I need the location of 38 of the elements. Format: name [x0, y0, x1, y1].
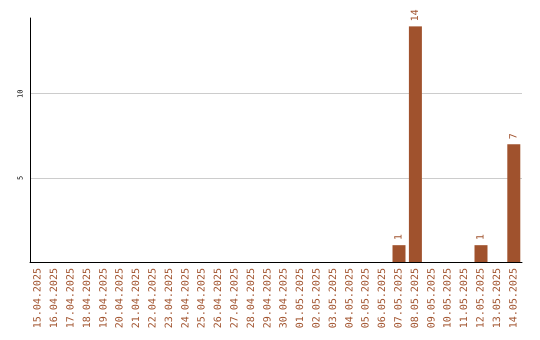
x-tick-label: 21.04.2025	[131, 268, 142, 328]
x-tick-label: 15.04.2025	[32, 268, 44, 328]
x-tick-label: 17.04.2025	[66, 268, 76, 328]
x-tick-label: 29.04.2025	[262, 268, 274, 328]
x-tick-label: 02.05.2025	[312, 268, 322, 328]
x-tick-label: 16.04.2025	[49, 268, 60, 328]
x-tick-label: 20.04.2025	[114, 268, 126, 328]
data-label: 1	[394, 234, 404, 240]
x-tick-label: 01.05.2025	[295, 268, 306, 328]
x-tick-label: 10.05.2025	[442, 268, 454, 328]
bar	[392, 245, 406, 262]
x-tick-label: 27.04.2025	[230, 268, 240, 328]
data-label: 14	[410, 9, 421, 22]
x-tick-label: 23.04.2025	[164, 268, 175, 328]
x-tick-label: 28.04.2025	[246, 268, 257, 328]
x-tick-label: 13.05.2025	[492, 268, 503, 328]
x-tick-label: 08.05.2025	[410, 268, 421, 328]
x-tick-label: 07.05.2025	[394, 268, 404, 328]
x-tick-label: 18.04.2025	[82, 268, 93, 328]
x-tick-label: 11.05.2025	[459, 268, 470, 328]
bar	[474, 245, 488, 262]
data-label: 1	[476, 234, 486, 240]
bar	[507, 144, 520, 262]
bar	[408, 26, 422, 262]
x-tick-label: 04.05.2025	[344, 268, 356, 328]
x-tick-label: 03.05.2025	[328, 268, 339, 328]
x-tick-label: 24.04.2025	[180, 268, 192, 328]
x-tick-label: 19.04.2025	[98, 268, 110, 328]
x-tick-label: 06.05.2025	[377, 268, 388, 328]
x-tick-label: 09.05.2025	[426, 268, 438, 328]
x-tick-label: 25.04.2025	[196, 268, 208, 328]
data-label: 7	[508, 133, 520, 140]
x-tick-label: 14.05.2025	[508, 268, 520, 328]
x-tick-label: 26.04.2025	[213, 268, 224, 328]
x-tick-label: 30.04.2025	[278, 268, 290, 328]
x-tick-label: 12.05.2025	[476, 268, 486, 328]
x-tick-label: 05.05.2025	[360, 268, 372, 328]
x-tick-label: 22.04.2025	[148, 268, 158, 328]
